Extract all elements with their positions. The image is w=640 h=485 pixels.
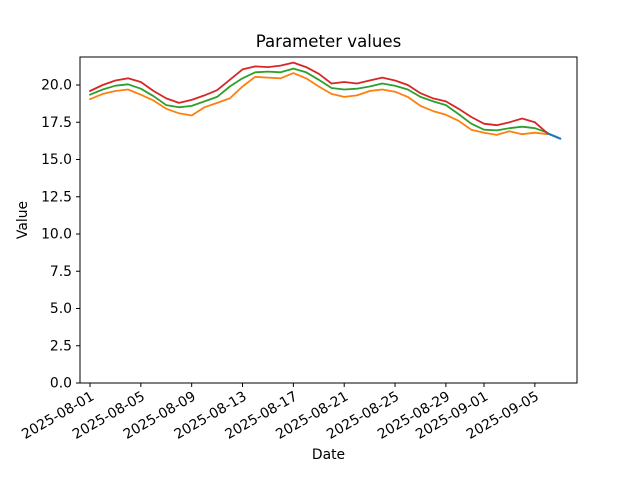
y-tick-label: 20.0 xyxy=(41,78,72,94)
data-series-lines xyxy=(89,61,562,140)
y-tick-label: 15.0 xyxy=(41,152,72,168)
series-orange-line xyxy=(89,72,549,136)
series-green-line xyxy=(89,67,549,134)
y-tick-label: 5.0 xyxy=(50,301,72,317)
chart-title: Parameter values xyxy=(256,32,402,51)
y-axis-label: Value xyxy=(15,201,31,239)
y-tick-label: 2.5 xyxy=(50,338,72,354)
x-axis-ticks: 2025-08-012025-08-052025-08-092025-08-13… xyxy=(19,383,542,443)
y-tick-label: 12.5 xyxy=(41,189,72,205)
y-axis-ticks: 0.0 2.5 5.0 7.5 10.0 12.5 15.0 17.5 20.0 xyxy=(41,78,80,392)
y-tick-label: 0.0 xyxy=(50,376,72,392)
y-tick-label: 7.5 xyxy=(50,264,72,280)
x-axis-label: Date xyxy=(312,447,345,463)
series-red-line xyxy=(89,61,549,135)
plot-area-frame xyxy=(79,56,578,384)
y-tick-label: 17.5 xyxy=(41,115,72,131)
y-tick-label: 10.0 xyxy=(41,227,72,243)
series-blue-line xyxy=(546,132,562,140)
